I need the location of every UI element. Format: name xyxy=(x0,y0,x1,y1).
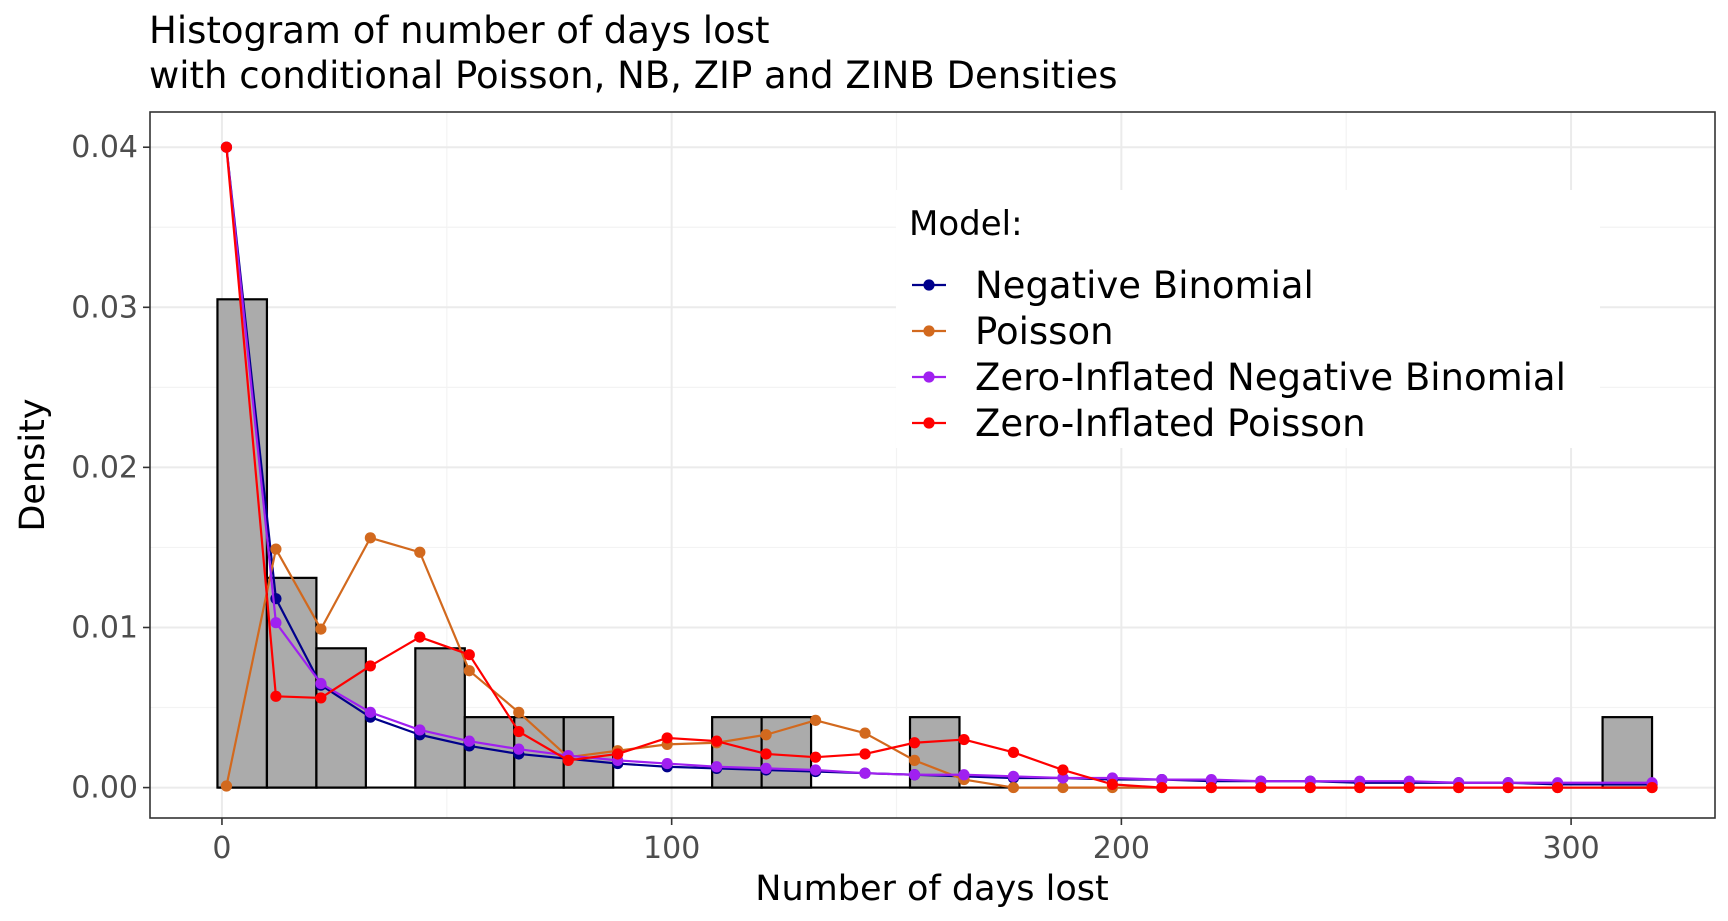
series-point xyxy=(1007,770,1020,782)
series-point xyxy=(908,769,921,781)
series-point xyxy=(1057,781,1069,794)
series-point xyxy=(1502,781,1514,794)
series-point xyxy=(809,751,822,763)
histogram-bar xyxy=(1601,716,1654,789)
series-point xyxy=(612,748,624,760)
series-point xyxy=(1453,781,1465,794)
series-point xyxy=(364,706,376,718)
panel-border xyxy=(149,111,1716,819)
series-point xyxy=(809,764,822,776)
series-point xyxy=(1205,781,1217,794)
series-point xyxy=(760,729,772,741)
series-point xyxy=(958,733,970,746)
series-point xyxy=(859,727,871,739)
x-tick-label: 100 xyxy=(643,831,700,866)
series-point xyxy=(711,761,723,773)
y-axis-ticks: 0.00 0.01 0.02 0.03 0.04 xyxy=(71,130,150,806)
series-point xyxy=(270,690,282,702)
series-point xyxy=(513,706,525,718)
y-tick-label: 0.02 xyxy=(71,450,138,485)
series-point xyxy=(220,780,233,792)
histogram-bar xyxy=(414,647,466,789)
series-point xyxy=(463,665,475,677)
series-point xyxy=(315,677,327,690)
series-point xyxy=(463,649,475,661)
series-point xyxy=(1057,772,1069,784)
x-axis-ticks: 0 100 200 300 xyxy=(212,818,1600,866)
series-point xyxy=(859,767,871,779)
series-point xyxy=(760,748,772,760)
legend-label: Zero-Inflated Negative Binomial xyxy=(975,356,1566,399)
series-point xyxy=(513,743,525,755)
legend-key-point xyxy=(923,325,935,337)
series-point xyxy=(1354,781,1366,794)
y-tick-label: 0.00 xyxy=(71,771,138,806)
series-point xyxy=(414,546,426,558)
x-tick-label: 200 xyxy=(1093,831,1150,866)
series-point xyxy=(1304,781,1316,794)
series-point xyxy=(661,732,673,744)
series-point xyxy=(908,737,921,749)
x-axis-title: Number of days lost xyxy=(755,869,1108,909)
chart-subtitle: with conditional Poisson, NB, ZIP and ZI… xyxy=(149,54,1118,97)
series-point xyxy=(270,617,282,629)
series-point xyxy=(315,623,327,635)
y-axis-title: Density xyxy=(13,398,53,531)
series-point xyxy=(1156,781,1168,794)
series-point xyxy=(463,735,475,747)
density-lines xyxy=(220,141,1658,794)
series-point xyxy=(220,141,233,153)
series-point xyxy=(270,543,282,555)
legend-label: Poisson xyxy=(975,310,1114,353)
histogram-bar xyxy=(315,647,367,789)
series-point xyxy=(958,769,970,781)
series-point xyxy=(1255,781,1267,794)
series-point xyxy=(315,692,327,704)
series-point xyxy=(364,660,376,672)
legend: Model: Negative BinomialPoissonZero-Infl… xyxy=(896,190,1600,448)
series-point xyxy=(1057,764,1069,776)
legend-key-point xyxy=(923,371,935,383)
legend-label: Negative Binomial xyxy=(975,264,1314,307)
legend-background xyxy=(896,190,1600,448)
series-point xyxy=(1646,781,1658,794)
y-tick-label: 0.03 xyxy=(71,290,138,325)
series-point xyxy=(859,748,871,760)
series-point xyxy=(1156,773,1168,786)
series-point xyxy=(1007,781,1020,794)
y-tick-label: 0.04 xyxy=(71,130,138,165)
series-point xyxy=(1403,781,1415,794)
series-point xyxy=(661,757,673,770)
legend-title: Model: xyxy=(909,204,1023,244)
legend-key-point xyxy=(923,279,935,291)
series-point xyxy=(1552,781,1564,794)
series-point xyxy=(711,735,723,747)
series-point xyxy=(364,532,376,544)
x-tick-label: 0 xyxy=(212,831,231,866)
legend-key-point xyxy=(923,417,935,429)
series-point xyxy=(513,725,525,738)
series-point xyxy=(1007,746,1020,758)
series-point xyxy=(414,631,426,643)
series-point xyxy=(1205,773,1217,786)
series-point xyxy=(809,714,822,726)
histogram-bar xyxy=(711,716,763,789)
series-point xyxy=(414,724,426,736)
legend-label: Zero-Inflated Poisson xyxy=(975,402,1366,445)
y-tick-label: 0.01 xyxy=(71,610,138,645)
series-point xyxy=(760,762,772,774)
series-point xyxy=(562,754,574,766)
series-point xyxy=(1106,778,1118,790)
series-point xyxy=(908,754,921,766)
x-tick-label: 300 xyxy=(1542,831,1599,866)
chart-title: Histogram of number of days lost xyxy=(149,9,770,52)
